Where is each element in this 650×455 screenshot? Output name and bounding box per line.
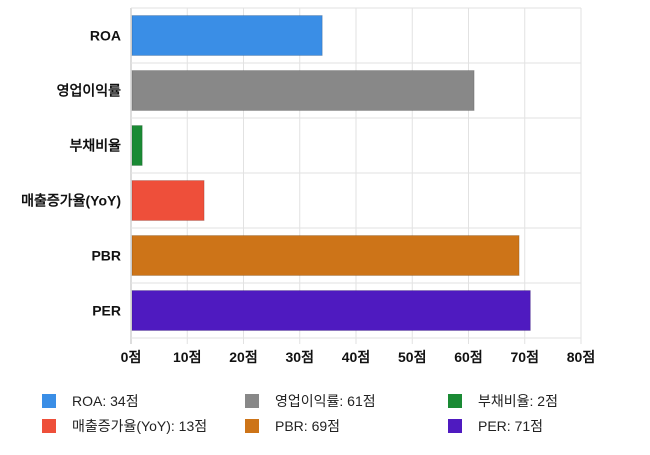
y-category-label: PBR [91, 248, 121, 264]
y-category-label: 부채비율 [69, 138, 121, 154]
legend-label: ROA: 34점 [72, 393, 139, 409]
legend-swatch [245, 394, 259, 408]
x-tick-label: 10점 [173, 349, 201, 365]
legend-swatch [42, 419, 56, 433]
y-category-label: ROA [90, 28, 121, 44]
y-category-label: 매출증가율(YoY) [21, 193, 121, 209]
bar-부채비율 [131, 125, 143, 166]
y-category-label: PER [92, 303, 121, 319]
x-tick-label: 30점 [286, 349, 314, 365]
x-tick-label: 80점 [567, 349, 595, 365]
bar-PBR [131, 235, 520, 276]
x-tick-label: 40점 [342, 349, 370, 365]
legend-swatch [245, 419, 259, 433]
bar-영업이익률 [131, 70, 475, 111]
bar-ROA [131, 15, 323, 56]
x-tick-label: 60점 [454, 349, 482, 365]
legend-label: PER: 71점 [478, 418, 543, 434]
legend-label: PBR: 69점 [275, 418, 340, 434]
x-tick-label: 50점 [398, 349, 426, 365]
bar-PER [131, 290, 531, 331]
legend-label: 영업이익률: 61점 [275, 393, 376, 409]
legend-label: 매출증가율(YoY): 13점 [72, 418, 207, 434]
legend-swatch [42, 394, 56, 408]
x-tick-label: 0점 [121, 349, 142, 365]
legend-swatch [448, 394, 462, 408]
y-category-label: 영업이익률 [57, 83, 122, 99]
x-tick-label: 20점 [229, 349, 257, 365]
x-tick-label: 70점 [511, 349, 539, 365]
bar-매출증가율(YoY) [131, 180, 205, 221]
legend-swatch [448, 419, 462, 433]
legend-label: 부채비율: 2점 [478, 393, 558, 409]
